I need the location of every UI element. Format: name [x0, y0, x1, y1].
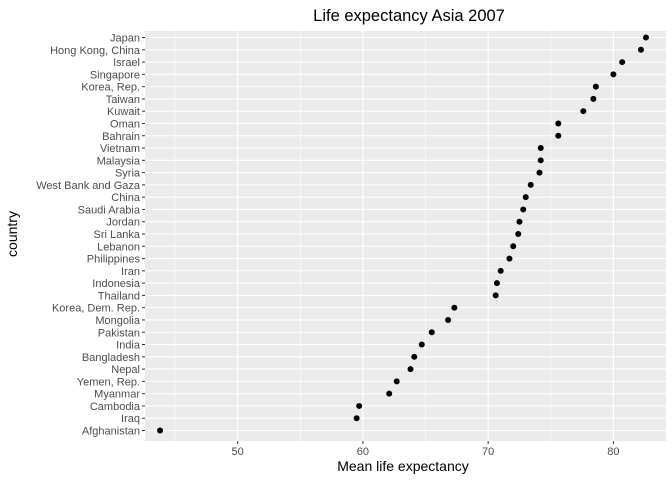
y-tick-label: Lebanon: [97, 241, 140, 253]
data-point: [451, 304, 458, 311]
data-point: [580, 108, 587, 115]
y-tick-label: Philippines: [87, 254, 141, 266]
y-tick-label: Korea, Rep.: [81, 82, 140, 94]
data-points: [157, 34, 649, 434]
chart-title: Life expectancy Asia 2007: [313, 7, 505, 25]
data-point: [642, 34, 649, 41]
data-point: [555, 120, 562, 127]
data-point: [493, 280, 500, 287]
y-tick-label: Oman: [110, 118, 140, 130]
y-tick-label: Saudi Arabia: [78, 204, 141, 216]
data-point: [393, 378, 400, 385]
data-point: [411, 353, 418, 360]
data-point: [592, 83, 599, 90]
x-tick-label: 80: [607, 446, 619, 458]
y-tick-label: Korea, Dem. Rep.: [52, 303, 140, 315]
data-point: [356, 402, 363, 409]
x-axis-title: Mean life expectancy: [337, 458, 469, 474]
data-point: [537, 145, 544, 152]
y-axis-title: country: [4, 211, 20, 257]
y-tick-label: Yemen, Rep.: [77, 376, 140, 388]
y-tick-label: Japan: [110, 33, 140, 45]
data-point: [520, 206, 527, 213]
x-tick-label: 60: [357, 446, 369, 458]
y-tick-label: Malaysia: [97, 155, 141, 167]
y-tick-label: India: [116, 340, 141, 352]
y-tick-label: Thailand: [98, 290, 140, 302]
y-tick-label: Kuwait: [107, 106, 140, 118]
y-tick-label: Hong Kong, China: [50, 45, 141, 57]
data-point: [492, 292, 499, 299]
data-point: [515, 231, 522, 237]
y-tick-label: Singapore: [90, 69, 140, 81]
data-point: [506, 255, 513, 262]
y-tick-label: West Bank and Gaza: [36, 180, 141, 192]
major-gridlines: [145, 31, 666, 441]
data-point: [386, 390, 393, 397]
data-point: [610, 71, 617, 78]
y-tick-label: Pakistan: [98, 327, 140, 339]
data-point: [537, 157, 544, 164]
data-point: [157, 427, 164, 434]
y-tick-label: Afghanistan: [82, 426, 140, 438]
data-point: [497, 267, 504, 274]
data-point: [590, 95, 597, 102]
y-tick-label: Iran: [121, 266, 140, 278]
y-tick-label: Nepal: [111, 364, 140, 376]
y-tick-label: Mongolia: [95, 315, 141, 327]
data-point: [527, 181, 534, 188]
data-point: [445, 316, 452, 323]
y-tick-label: Bahrain: [102, 131, 140, 143]
y-tick-label: Israel: [113, 57, 140, 69]
y-tick-label: Indonesia: [92, 278, 141, 290]
data-point: [407, 366, 414, 373]
data-point: [418, 341, 425, 348]
y-tick-label: Cambodia: [90, 401, 141, 413]
y-tick-label: Sri Lanka: [94, 229, 141, 241]
x-tick-label: 70: [482, 446, 494, 458]
data-point: [353, 415, 360, 422]
y-tick-label: Bangladesh: [82, 352, 140, 364]
data-point: [555, 132, 562, 139]
data-point: [536, 169, 543, 176]
data-point: [619, 59, 626, 66]
y-tick-label: Myanmar: [94, 389, 140, 401]
y-tick-label: Vietnam: [100, 143, 140, 155]
data-point: [516, 218, 523, 225]
plot-panel: [145, 31, 666, 441]
y-tick-label: Iraq: [121, 413, 140, 425]
x-axis-ticks: 50 60 70 80: [232, 441, 620, 458]
data-point: [637, 46, 644, 53]
y-tick-label: Taiwan: [106, 94, 140, 106]
y-tick-label: Syria: [115, 168, 141, 180]
y-tick-label: China: [111, 192, 141, 204]
data-point: [428, 329, 435, 336]
x-tick-label: 50: [232, 446, 244, 458]
data-point: [510, 243, 517, 250]
y-tick-label: Jordan: [106, 217, 140, 229]
data-point: [522, 194, 529, 201]
